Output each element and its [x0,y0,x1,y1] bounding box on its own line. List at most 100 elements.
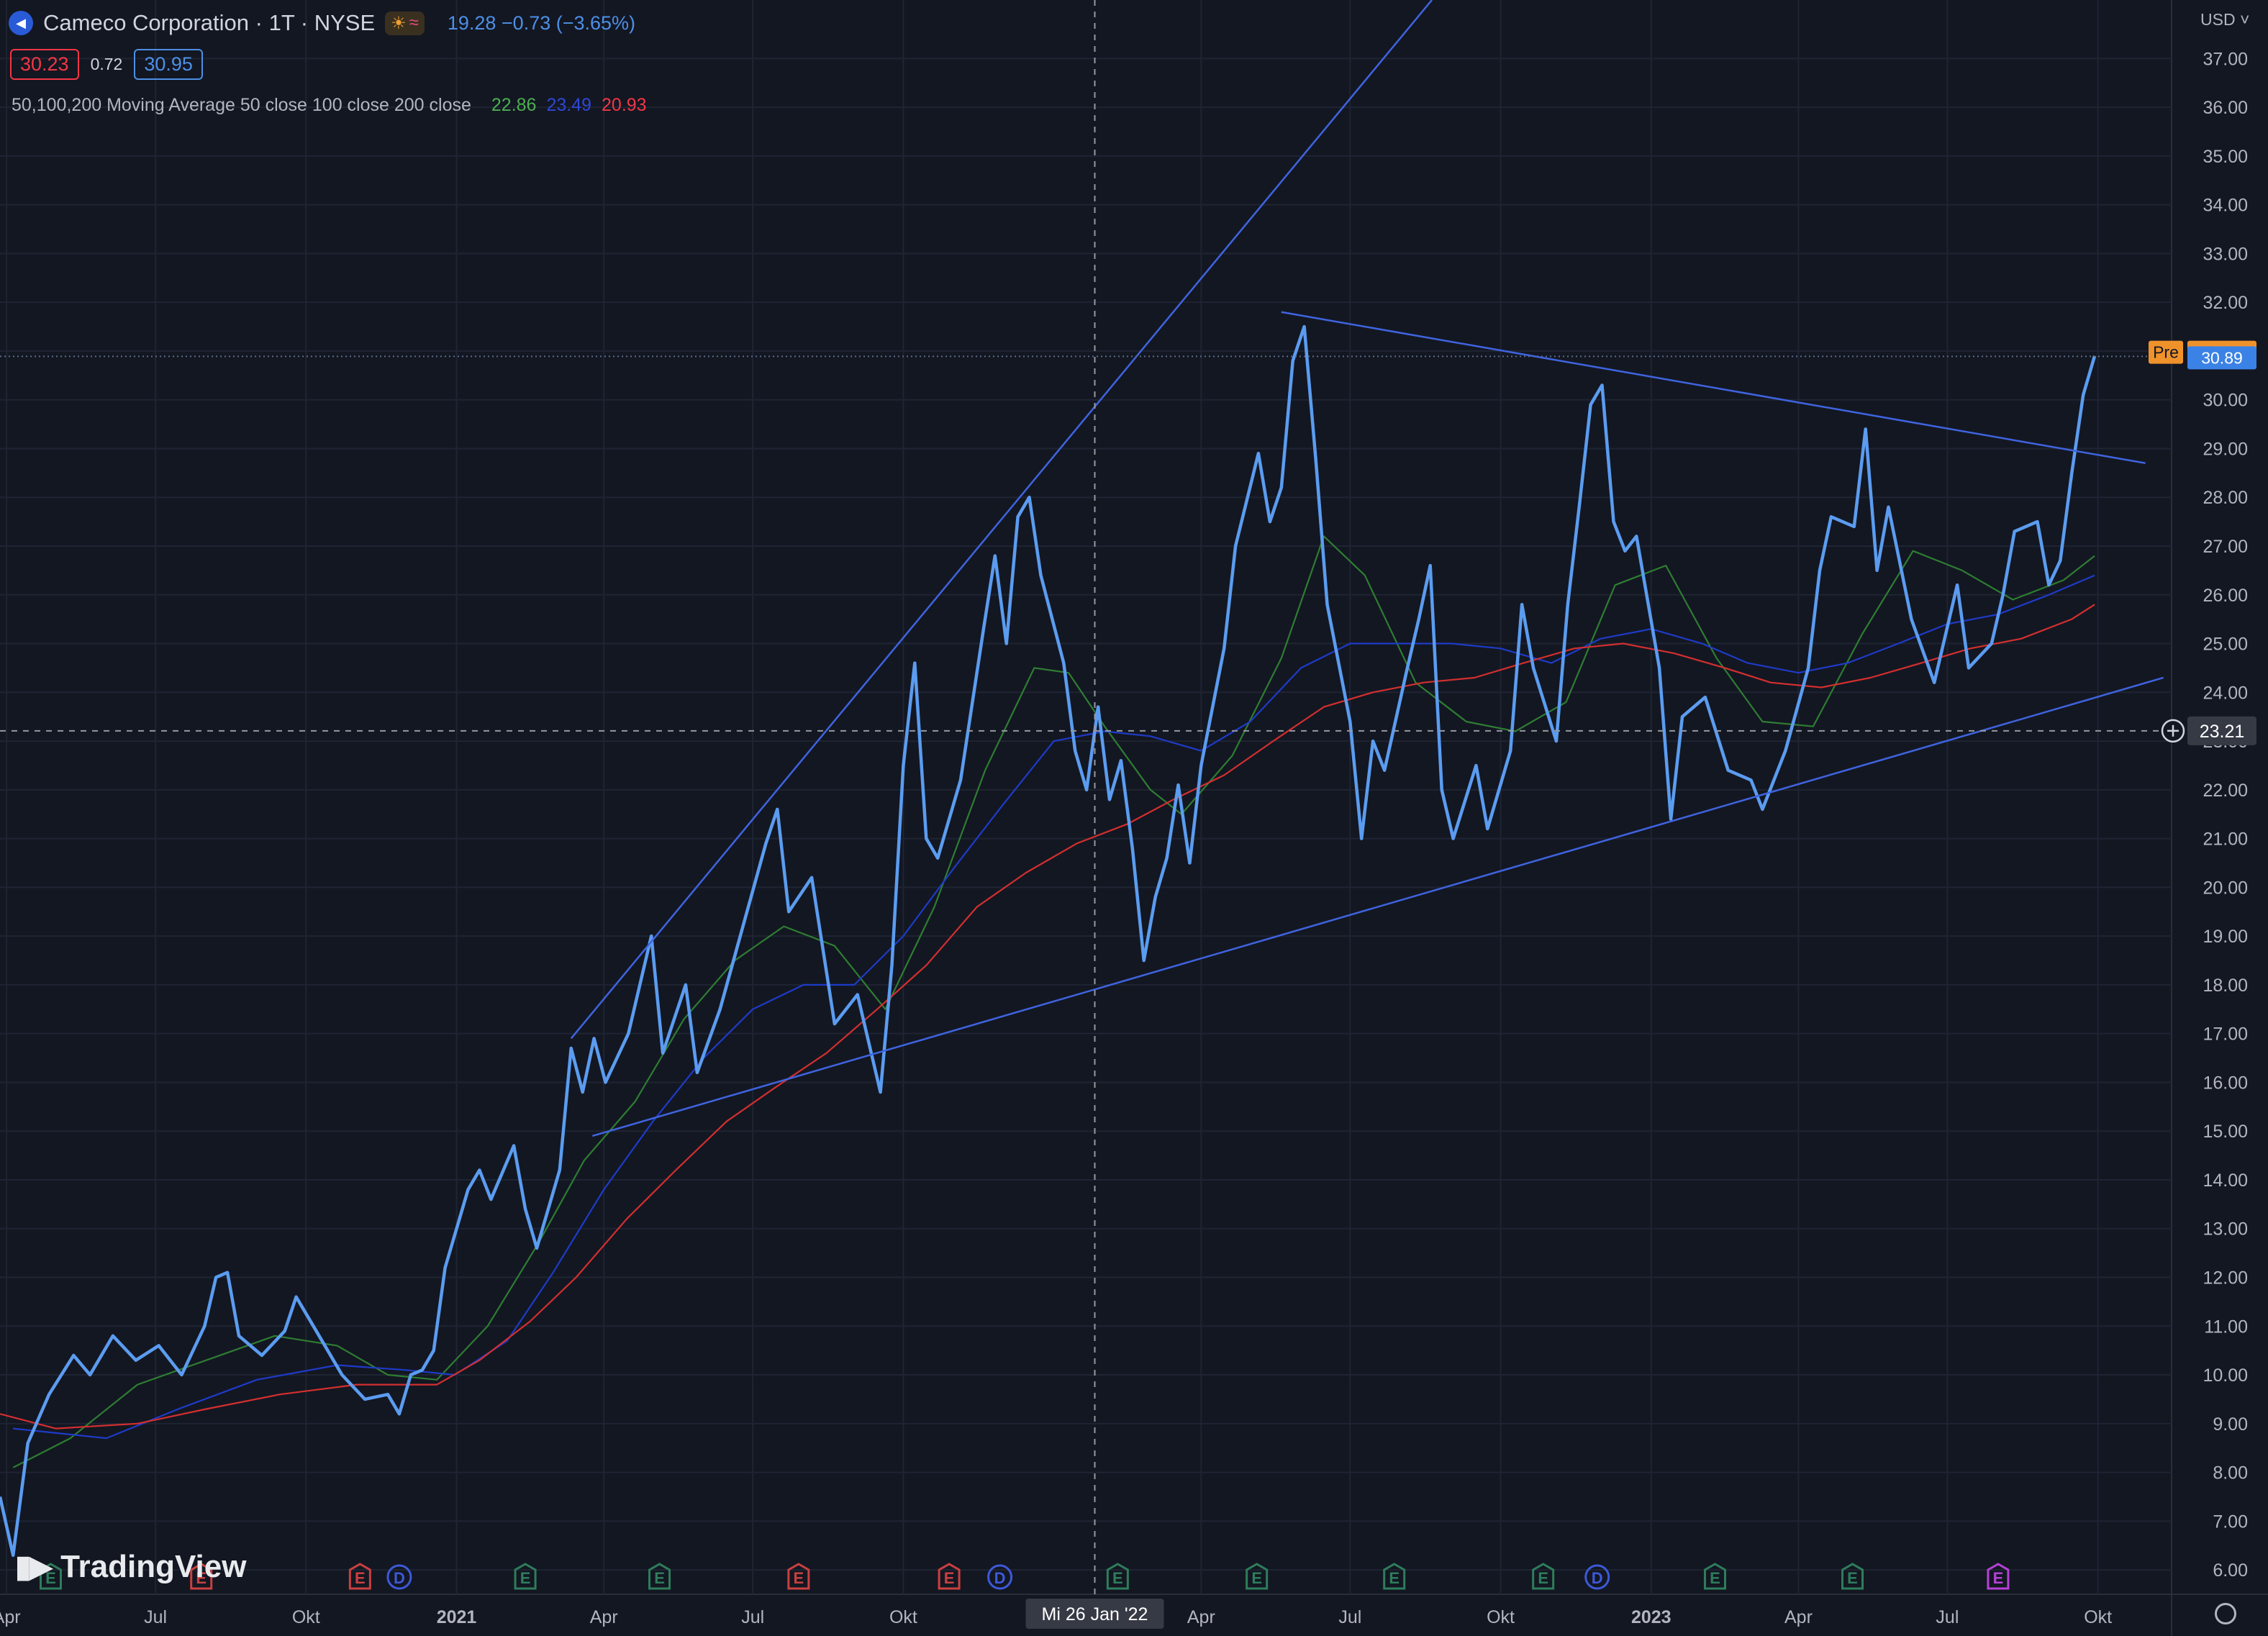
bid-ask-row: 30.23 0.72 30.95 [10,49,203,80]
last-price-badge [2187,346,2256,370]
earnings-marker-icon[interactable] [787,1563,810,1590]
event-marker-letter: E [1389,1569,1400,1587]
earnings-marker-icon[interactable] [514,1563,537,1590]
price-line [0,324,2097,1558]
y-tick-label: 19.00 [2203,927,2248,947]
event-marker-letter: E [355,1569,366,1587]
y-tick-label: 12.00 [2203,1268,2248,1289]
ma50-line [12,535,2095,1468]
pre-label-badge [2149,340,2183,364]
ma100-line [13,574,2095,1440]
y-tick-label: 7.00 [2213,1512,2248,1532]
y-tick-label: 35.00 [2203,147,2248,167]
y-tick-label: 11.00 [2204,1317,2248,1337]
x-tick-label: Okt [889,1607,917,1627]
price-change: 19.28 −0.73 (−3.65%) [447,12,636,34]
y-tick-label: 26.00 [2203,586,2248,606]
y-tick-label: 13.00 [2203,1219,2248,1240]
earnings-marker-icon[interactable] [40,1563,63,1590]
y-tick-label: 10.00 [2203,1365,2248,1386]
ma100-value: 23.49 [546,95,592,115]
crosshair-price-label: 23.21 [2200,722,2245,742]
spread-value: 0.72 [90,55,123,73]
event-marker-letter: E [1847,1569,1858,1587]
event-marker-letter: E [1710,1569,1720,1587]
y-tick-label: 9.00 [2213,1414,2248,1435]
y-tick-label: 30.00 [2203,391,2248,411]
x-tick-label: 2021 [437,1607,477,1627]
market-status-badge[interactable]: ☀ ≈ [385,11,425,35]
earnings-marker-icon[interactable] [348,1563,371,1590]
y-tick-label: 33.00 [2203,244,2248,264]
symbol-title[interactable]: Cameco Corporation · 1T · NYSE [43,10,376,35]
x-tick-label: Jul [1338,1607,1361,1627]
brand-name: TradingView [60,1548,247,1584]
premarket-sun-icon: ☀ [391,13,407,33]
earnings-marker-icon[interactable] [1246,1563,1269,1590]
y-tick-label: 27.00 [2203,537,2248,557]
event-marker-letter: D [394,1569,405,1587]
bid-box[interactable]: 30.23 [10,49,79,80]
y-tick-label: 17.00 [2203,1024,2248,1045]
crosshair-date-badge [1025,1599,1164,1629]
x-tick-label: Apr [590,1607,618,1627]
trendline [591,676,2164,1137]
x-tick-label: Apr [1784,1607,1813,1627]
symbol-logo-icon[interactable]: ◀ [9,11,33,35]
x-tick-label: Jul [741,1607,764,1627]
earnings-marker-icon[interactable] [1383,1563,1406,1590]
earnings-marker-icon[interactable] [1106,1563,1129,1590]
earnings-marker-icon[interactable] [1532,1563,1555,1590]
event-marker-letter: E [654,1569,665,1587]
time-axis: Apr Jul Okt 2021 Apr Jul Okt Apr Jul Okt 2023 Apr Ju… [0,1607,2112,1627]
ma-legend-label: 50,100,200 Moving Average 50 close 100 c… [12,95,471,115]
crosshair-date-label: Mi 26 Jan '22 [1042,1604,1148,1624]
currency-label: USD [2200,10,2236,29]
dividend-marker-icon[interactable] [386,1564,412,1590]
market-wave-icon: ≈ [409,12,419,32]
tradingview-logo: ▮▶ TradingView [14,1548,246,1585]
trendline [570,0,1433,1040]
earnings-marker-icon[interactable] [190,1563,213,1590]
event-marker-letter: D [1592,1569,1603,1587]
y-tick-label: 21.00 [2203,830,2248,850]
dividend-marker-icon[interactable] [987,1564,1013,1590]
event-marker-letter: E [520,1569,531,1587]
y-tick-label: 14.00 [2203,1171,2248,1191]
price-series [0,324,2097,1558]
y-tick-label: 34.00 [2203,196,2248,216]
y-tick-label: 28.00 [2203,488,2248,508]
settings-gear-icon[interactable] [2215,1603,2236,1624]
event-marker-letter: E [944,1569,955,1587]
event-marker-letter: E [1538,1569,1548,1587]
earnings-marker-icon[interactable] [1703,1563,1726,1590]
earnings-marker-icon[interactable] [648,1563,671,1590]
y-tick-label: 18.00 [2203,976,2248,996]
ma200-line [0,604,2095,1430]
event-marker-letter: D [994,1569,1006,1587]
trendlines [570,0,2164,1137]
earnings-marker-icon[interactable] [1987,1563,2010,1590]
y-tick-label: 16.00 [2203,1073,2248,1093]
moving-averages [0,535,2095,1468]
moving-average-legend[interactable]: 50,100,200 Moving Average 50 close 100 c… [12,95,647,116]
earnings-marker-icon[interactable] [1841,1563,1864,1590]
x-tick-label: Apr [1187,1607,1215,1627]
event-marker-letter: E [1251,1569,1262,1587]
event-marker-letter: E [1112,1569,1123,1587]
y-tick-label: 37.00 [2203,49,2248,69]
event-marker-letter: E [794,1569,804,1587]
dividend-marker-icon[interactable] [1584,1564,1610,1590]
x-tick-label: Okt [2084,1607,2112,1627]
y-tick-label: 29.00 [2203,439,2248,459]
currency-selector[interactable]: USD ˅ [2200,10,2250,29]
ask-box[interactable]: 30.95 [134,49,203,80]
y-tick-label: 8.00 [2213,1463,2248,1483]
ma200-value: 20.93 [602,95,647,115]
x-tick-label: Apr [0,1607,21,1627]
x-tick-label: Okt [1487,1607,1515,1627]
earnings-marker-icon[interactable] [938,1563,961,1590]
